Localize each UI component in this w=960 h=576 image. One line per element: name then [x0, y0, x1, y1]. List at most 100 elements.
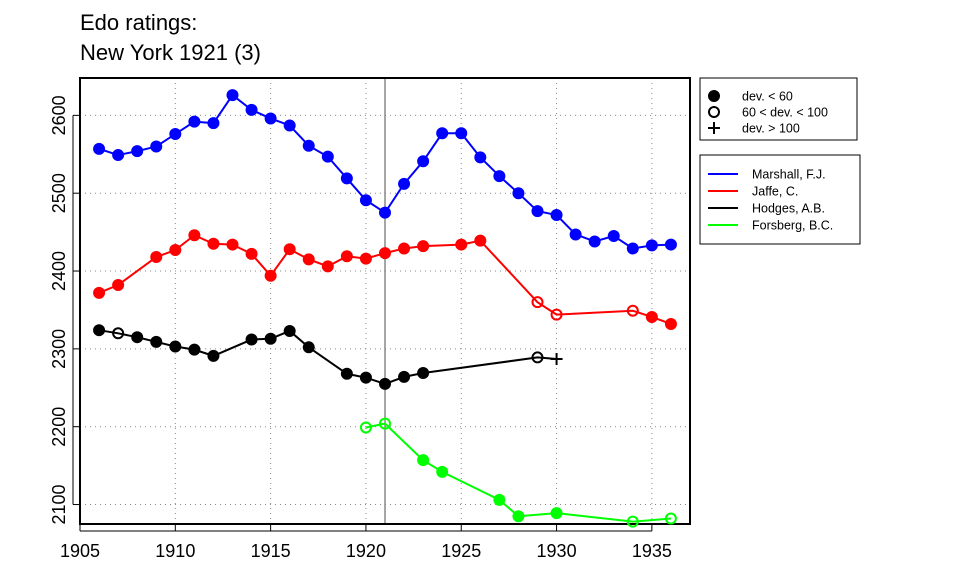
data-point: [188, 229, 201, 242]
plot-border: [79, 77, 691, 525]
data-point: [340, 367, 353, 380]
x-tick-label: 1925: [441, 541, 481, 561]
data-point: [493, 170, 506, 183]
data-point: [340, 250, 353, 263]
data-point: [588, 235, 601, 248]
y-tick-label: 2400: [49, 251, 69, 291]
data-point: [321, 150, 334, 163]
data-point: [626, 242, 639, 255]
data-point: [379, 417, 391, 430]
data-point: [645, 239, 658, 252]
data-point: [474, 234, 487, 247]
series-line: [98, 329, 557, 385]
series-0: [93, 89, 677, 255]
data-point: [455, 238, 468, 251]
series-legend-label: Forsberg, B.C.: [752, 219, 833, 233]
data-point: [188, 343, 201, 356]
data-point: [379, 377, 391, 390]
data-point: [607, 230, 620, 243]
x-tick-label: 1920: [346, 541, 386, 561]
data-point: [207, 237, 220, 250]
data-point: [359, 421, 372, 434]
series-legend-box: [699, 154, 861, 245]
data-point: [398, 177, 411, 190]
data-point: [550, 507, 563, 520]
data-point: [664, 238, 677, 251]
data-point: [379, 206, 391, 219]
series-2: [93, 324, 563, 390]
y-tick-label: 2100: [49, 485, 69, 525]
data-point: [112, 279, 125, 292]
data-point: [150, 335, 163, 348]
x-tick-label: 1930: [537, 541, 577, 561]
data-point: [302, 253, 315, 266]
y-tick-label: 2600: [49, 95, 69, 135]
chart-title-line1: Edo ratings:: [80, 10, 198, 35]
data-point: [474, 151, 487, 164]
data-point: [283, 119, 296, 132]
data-point: [664, 317, 677, 330]
series-legend-label: Jaffe, C.: [752, 185, 798, 199]
series-1: [93, 229, 677, 330]
data-point: [626, 515, 639, 528]
data-point: [664, 512, 677, 525]
data-point: [417, 454, 430, 467]
data-point: [150, 251, 163, 264]
data-point: [264, 269, 277, 282]
data-point: [93, 142, 106, 155]
data-point: [131, 331, 144, 344]
marker-legend-symbol: [708, 106, 720, 118]
data-point: [226, 89, 239, 102]
data-point: [302, 139, 315, 152]
data-point: [264, 332, 277, 345]
data-point: [626, 304, 639, 317]
y-tick-label: 2500: [49, 173, 69, 213]
data-point: [398, 242, 411, 255]
data-point: [169, 340, 182, 353]
chart-title-line2: New York 1921 (3): [80, 40, 261, 65]
data-point: [550, 308, 563, 321]
data-point: [455, 127, 468, 140]
data-point: [302, 341, 315, 354]
data-point: [417, 240, 430, 253]
series-3: [359, 417, 677, 528]
data-point: [550, 208, 563, 221]
marker-legend-symbol: [708, 122, 720, 134]
x-tick-label: 1905: [60, 541, 100, 561]
data-point: [169, 128, 182, 141]
data-point: [93, 324, 106, 337]
data-point: [169, 244, 182, 257]
data-point: [245, 247, 258, 260]
data-point: [188, 115, 201, 128]
x-tick-label: 1910: [155, 541, 195, 561]
x-tick-label: 1915: [251, 541, 291, 561]
data-point: [417, 366, 430, 379]
marker-legend-symbol: [708, 90, 720, 102]
marker-legend-label: 60 < dev. < 100: [742, 106, 828, 120]
y-tick-label: 2300: [49, 329, 69, 369]
data-point: [321, 260, 334, 273]
data-point: [245, 103, 258, 116]
series-legend-label: Hodges, A.B.: [752, 202, 825, 216]
data-point: [379, 247, 391, 260]
data-point: [531, 296, 544, 309]
data-point: [359, 194, 372, 207]
data-point: [340, 172, 353, 185]
data-point: [207, 117, 220, 130]
data-point: [359, 371, 372, 384]
data-point: [512, 187, 525, 200]
data-point: [245, 333, 258, 346]
data-point: [531, 205, 544, 218]
data-point: [436, 465, 449, 478]
data-point: [569, 228, 582, 241]
data-point: [531, 351, 544, 364]
marker-legend-label: dev. > 100: [742, 122, 800, 136]
data-point: [226, 238, 239, 251]
data-point: [131, 145, 144, 158]
data-point: [93, 286, 106, 299]
data-point: [283, 324, 296, 337]
data-point: [512, 510, 525, 523]
series-legend-label: Marshall, F.J.: [752, 168, 826, 182]
x-tick-label: 1935: [632, 541, 672, 561]
